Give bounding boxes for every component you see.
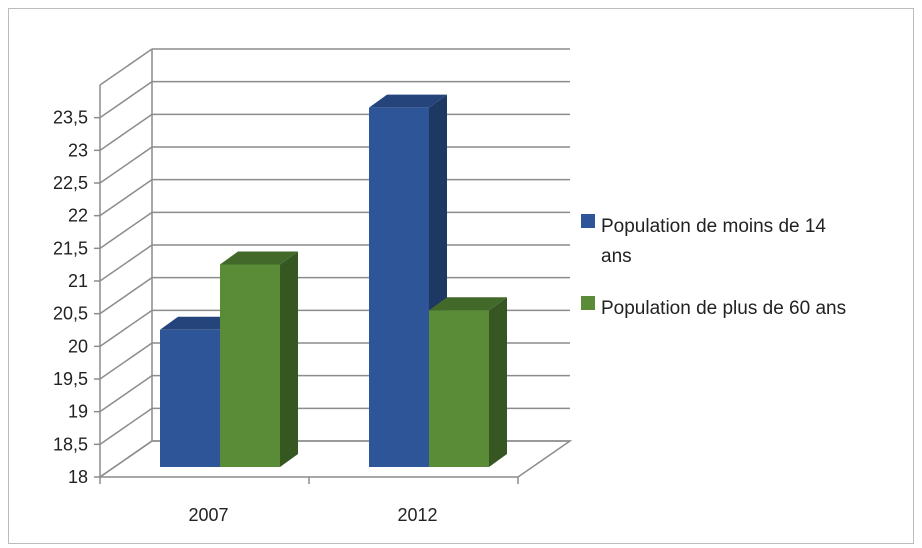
bar-1-1 xyxy=(429,310,489,467)
bar-side-1-0 xyxy=(280,251,298,467)
x-tick-label-1: 2012 xyxy=(397,505,437,525)
bar-1-0 xyxy=(220,264,280,467)
floor-outline xyxy=(99,440,573,478)
y-tick-label-10: 23 xyxy=(68,140,88,160)
side-gridline-10 xyxy=(99,113,153,151)
chart-frame xyxy=(8,8,914,544)
y-tick-label-7: 21,5 xyxy=(53,238,88,258)
bar-top-1-0 xyxy=(220,251,298,265)
legend-label-0-line-0: Population de moins de 14 xyxy=(601,216,826,237)
y-tick-label-6: 21 xyxy=(68,271,88,291)
side-gridline-6 xyxy=(99,244,153,282)
y-tick-label-1: 18,5 xyxy=(53,434,88,454)
side-gridline-12 xyxy=(99,48,153,86)
bar-0-0 xyxy=(160,329,220,467)
tick-layer: 18 18,5 19 19,5 20 20,5 21 21,5 22 22,5 23 23,5 2007… xyxy=(53,108,438,525)
legend-swatch-0 xyxy=(581,214,595,228)
y-tick-label-5: 20,5 xyxy=(53,304,88,324)
axis-layer xyxy=(94,85,519,484)
y-tick-label-9: 22,5 xyxy=(53,173,88,193)
x-tick-label-0: 2007 xyxy=(188,505,228,525)
bar-top-1-1 xyxy=(429,297,507,311)
side-gridline-3 xyxy=(99,342,153,380)
y-tick-label-11: 23,5 xyxy=(53,108,88,128)
side-gridline-5 xyxy=(99,277,153,315)
y-tick-label-4: 20 xyxy=(68,336,88,356)
legend-label-1-line-0: Population de plus de 60 ans xyxy=(601,298,846,319)
bar-0-1 xyxy=(369,107,429,468)
side-gridline-4 xyxy=(99,309,153,347)
legend-swatch-1 xyxy=(581,296,595,310)
y-tick-label-8: 22 xyxy=(68,206,88,226)
side-gridline-7 xyxy=(99,211,153,249)
bar-layer xyxy=(160,94,507,468)
side-gridline-1 xyxy=(99,407,153,445)
side-gridline-9 xyxy=(99,146,153,184)
bar-top-0-1 xyxy=(369,94,447,108)
side-gridline-11 xyxy=(99,81,153,119)
legend: Population de moins de 14 ans Population… xyxy=(581,214,846,319)
y-tick-label-0: 18 xyxy=(68,467,88,487)
y-tick-label-3: 19,5 xyxy=(53,369,88,389)
side-gridline-2 xyxy=(99,375,153,413)
side-gridline-8 xyxy=(99,179,153,217)
y-tick-label-2: 19 xyxy=(68,402,88,422)
bar-side-1-1 xyxy=(489,297,507,467)
bar-top-0-0 xyxy=(160,316,238,330)
legend-label-0-line-1: ans xyxy=(601,246,632,267)
